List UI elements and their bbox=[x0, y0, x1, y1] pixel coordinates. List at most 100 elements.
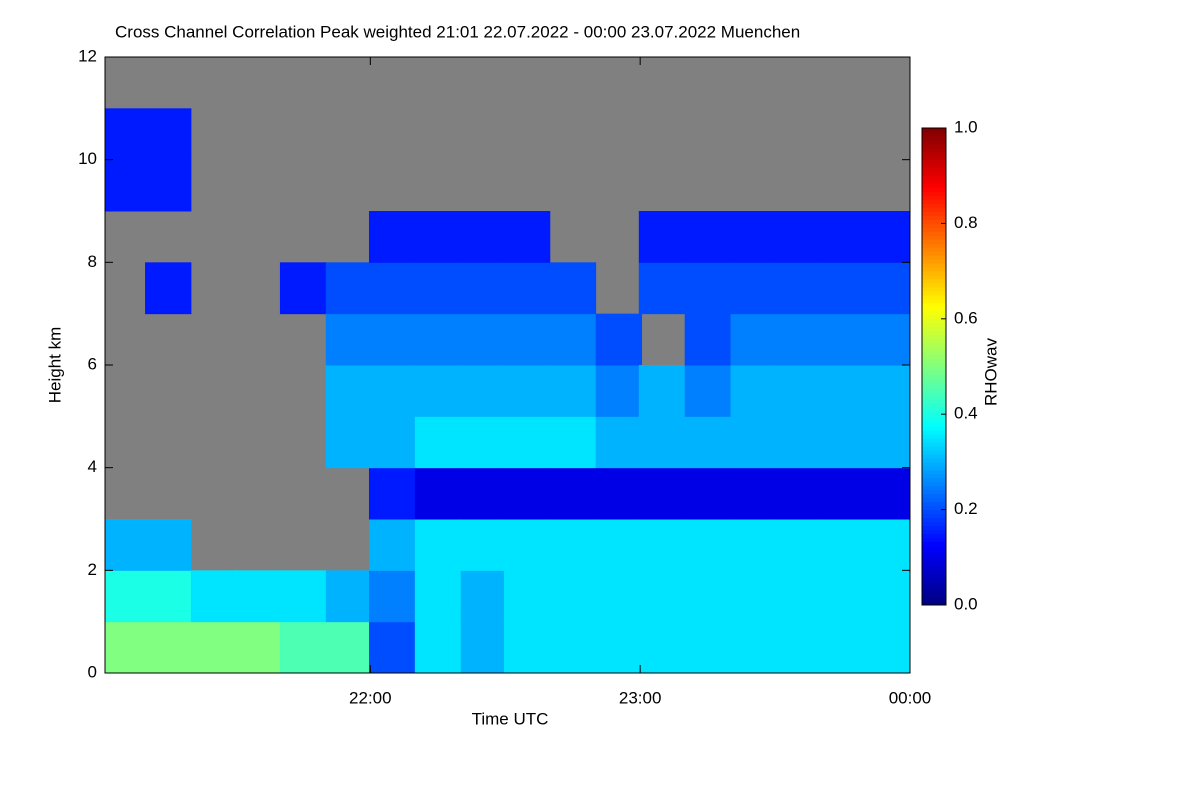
colorbar-swatch bbox=[922, 251, 946, 256]
heat-cell bbox=[819, 467, 866, 520]
colorbar-swatch bbox=[922, 521, 946, 526]
colorbar-swatch bbox=[922, 239, 946, 244]
colorbar-swatch bbox=[922, 191, 946, 197]
colorbar-swatch bbox=[922, 573, 946, 578]
heat-cell bbox=[460, 211, 508, 263]
heat-cell bbox=[684, 519, 732, 571]
colorbar-swatch bbox=[922, 290, 946, 296]
heat-cell bbox=[773, 570, 821, 623]
heat-cell bbox=[819, 211, 866, 263]
heat-cell bbox=[865, 519, 911, 571]
colorbar-swatch bbox=[922, 199, 946, 205]
colorbar-swatch bbox=[922, 155, 946, 161]
y-tick-label: 0 bbox=[88, 662, 97, 681]
heat-cell bbox=[279, 621, 327, 674]
heat-cell bbox=[549, 621, 597, 674]
colorbar-swatch bbox=[922, 306, 946, 312]
heat-cell bbox=[414, 621, 462, 674]
colorbar-swatch bbox=[922, 159, 946, 165]
heat-cell bbox=[730, 570, 777, 623]
heat-cell bbox=[145, 262, 192, 315]
colorbar-swatch bbox=[922, 601, 946, 606]
heat-cell bbox=[684, 621, 732, 674]
heat-cell bbox=[730, 365, 777, 417]
colorbar-swatch bbox=[922, 525, 946, 530]
colorbar-swatch bbox=[922, 358, 946, 364]
heat-cell bbox=[325, 621, 373, 674]
colorbar-swatch bbox=[922, 442, 946, 447]
colorbar-swatch bbox=[922, 465, 946, 471]
heat-cell bbox=[368, 211, 416, 263]
heat-cell bbox=[414, 211, 462, 263]
heat-cell bbox=[234, 570, 281, 623]
colorbar-swatch bbox=[922, 485, 946, 491]
heat-cell bbox=[595, 416, 643, 469]
colorbar-swatch bbox=[922, 501, 946, 507]
colorbar-tick-label: 0.8 bbox=[954, 213, 978, 232]
heat-cell bbox=[105, 621, 146, 674]
heat-cell bbox=[145, 519, 192, 571]
heat-cell bbox=[684, 262, 732, 315]
colorbar-swatch bbox=[922, 366, 946, 371]
colorbar-swatch bbox=[922, 374, 946, 379]
heat-cell bbox=[730, 621, 777, 674]
heat-cell bbox=[684, 467, 732, 520]
colorbar-tick-label: 0.6 bbox=[954, 308, 978, 327]
chart-title: Cross Channel Correlation Peak weighted … bbox=[115, 22, 800, 41]
heat-cell bbox=[460, 570, 508, 623]
colorbar-swatch bbox=[922, 382, 946, 387]
heat-cell bbox=[730, 519, 777, 571]
colorbar-swatch bbox=[922, 227, 946, 232]
colorbar-swatch bbox=[922, 577, 946, 582]
heat-cell bbox=[503, 416, 551, 469]
y-axis-label: Height km bbox=[45, 327, 64, 404]
colorbar-swatch bbox=[922, 553, 946, 558]
heat-cell bbox=[190, 621, 238, 674]
heat-cell bbox=[460, 313, 508, 366]
colorbar-swatch bbox=[922, 497, 946, 503]
heat-cell bbox=[368, 519, 416, 571]
heat-cell bbox=[105, 108, 146, 161]
colorbar-swatch bbox=[922, 223, 946, 228]
heat-cell bbox=[414, 262, 462, 315]
heat-cell bbox=[105, 570, 146, 623]
colorbar-swatch bbox=[922, 318, 946, 324]
colorbar-swatch bbox=[922, 215, 946, 220]
heat-cell bbox=[549, 313, 597, 366]
heat-cell bbox=[865, 211, 911, 263]
x-tick-label: 00:00 bbox=[889, 688, 932, 707]
colorbar-swatch bbox=[922, 422, 946, 427]
heat-cell bbox=[460, 467, 508, 520]
heat-cell bbox=[773, 365, 821, 417]
colorbar-swatch bbox=[922, 398, 946, 403]
colorbar-tick-label: 0.0 bbox=[954, 594, 978, 613]
heat-cell bbox=[414, 416, 462, 469]
heat-cell bbox=[503, 313, 551, 366]
colorbar-swatch bbox=[922, 414, 946, 419]
heat-cell bbox=[595, 313, 643, 366]
colorbar-swatch bbox=[922, 529, 946, 534]
y-tick-label: 4 bbox=[88, 457, 97, 476]
heat-cell bbox=[730, 211, 777, 263]
colorbar-swatch bbox=[922, 549, 946, 554]
colorbar-swatch bbox=[922, 426, 946, 431]
colorbar-swatch bbox=[922, 207, 946, 212]
heat-cell bbox=[414, 467, 462, 520]
heat-cell bbox=[414, 365, 462, 417]
colorbar-swatch bbox=[922, 386, 946, 391]
heat-cell bbox=[325, 262, 373, 315]
colorbar-swatch bbox=[922, 557, 946, 562]
heat-cell bbox=[684, 313, 732, 366]
heat-cell bbox=[234, 621, 281, 674]
heat-cell bbox=[595, 365, 643, 417]
colorbar-swatch bbox=[922, 430, 946, 435]
colorbar-swatch bbox=[922, 298, 946, 304]
colorbar-swatch bbox=[922, 597, 946, 602]
heat-cell bbox=[549, 570, 597, 623]
heat-cell bbox=[190, 570, 238, 623]
heat-cell bbox=[414, 313, 462, 366]
heat-cell bbox=[503, 262, 551, 315]
heat-cell bbox=[368, 416, 416, 469]
colorbar-swatch bbox=[922, 326, 946, 332]
